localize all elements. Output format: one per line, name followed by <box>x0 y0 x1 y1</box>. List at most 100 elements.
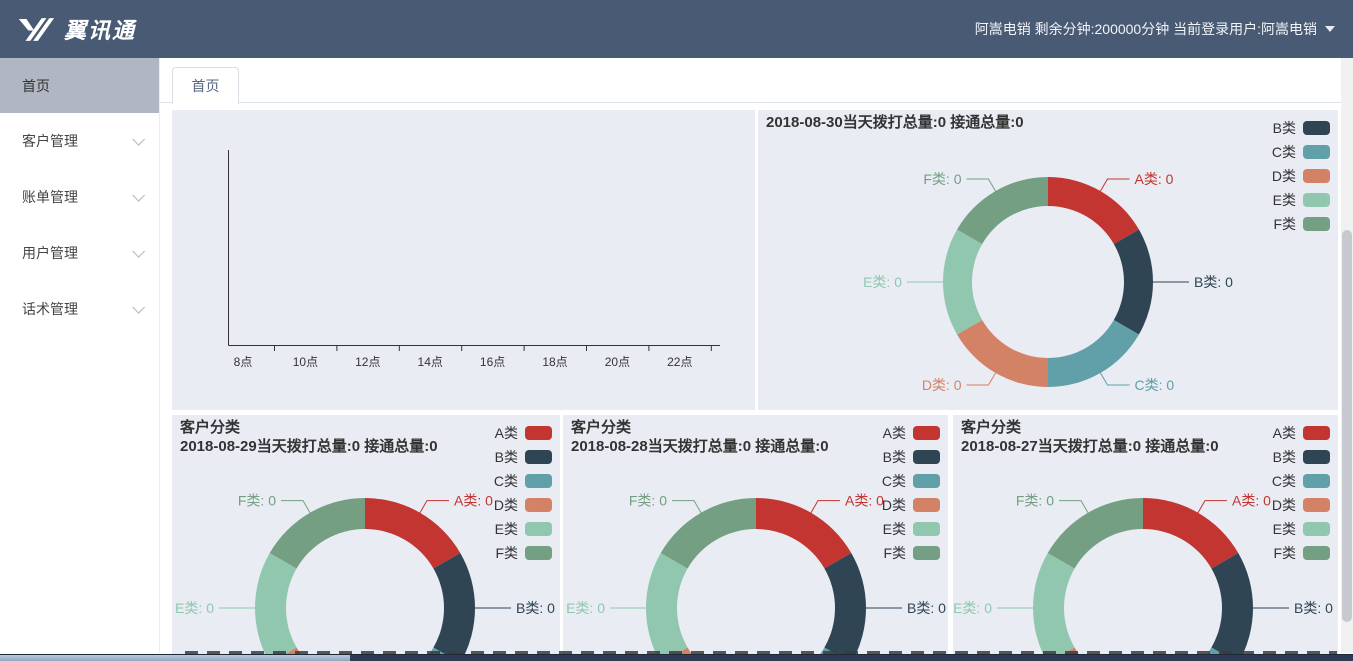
legend-item-F类[interactable]: F类 <box>494 541 552 565</box>
slice-label-B类: B类: 0 <box>1294 600 1333 616</box>
legend-item-C类[interactable]: C类 <box>494 469 552 493</box>
sidebar-item-script-mgmt[interactable]: 话术管理 <box>0 281 159 337</box>
donut-slice-A类[interactable] <box>365 498 461 569</box>
donut-chart[interactable]: A类: 0B类: 0C类: 0D类: 0E类: 0F类: 0 <box>563 415 948 654</box>
label-callout-line <box>1099 178 1130 193</box>
legend-label: E类 <box>494 521 518 537</box>
donut-slice-A类[interactable] <box>1048 177 1139 244</box>
legend-item-C类[interactable]: C类 <box>1272 140 1330 164</box>
legend-item-D类[interactable]: D类 <box>882 493 940 517</box>
legend-label: F类 <box>1273 545 1296 561</box>
chart-panel-2018-08-27[interactable]: 客户分类 2018-08-27当天拨打总量:0 接通总量:0 A类 B类 C类 D类 E类 F… <box>953 415 1338 654</box>
legend-label: A类 <box>494 425 518 441</box>
donut-chart[interactable]: A类: 0B类: 0C类: 0D类: 0E类: 0F类: 0 <box>172 415 560 654</box>
legend-item-B类[interactable]: B类 <box>1272 445 1330 469</box>
legend-marker <box>525 474 552 488</box>
legend-label: B类 <box>494 449 518 465</box>
donut-slice-E类[interactable] <box>645 553 688 654</box>
slice-label-E类: E类: 0 <box>175 600 214 616</box>
chart-legend: A类 B类 C类 D类 E类 F类 <box>882 421 940 565</box>
legend-item-A类[interactable]: A类 <box>494 421 552 445</box>
horizontal-scrollbar-thumb[interactable] <box>0 655 350 661</box>
slice-label-E类: E类: 0 <box>953 600 992 616</box>
legend-item-E类[interactable]: E类 <box>1272 188 1330 212</box>
chart-legend: B类 C类 D类 E类 F类 <box>1272 116 1330 236</box>
legend-marker <box>1303 121 1330 135</box>
hourly-line-chart[interactable]: 8点 10点 12点 14点 16点 18点 20点 22点 <box>172 110 755 410</box>
sidebar-item-label: 用户管理 <box>22 245 78 261</box>
donut-slice-B类[interactable] <box>1113 229 1153 335</box>
legend-marker <box>913 426 940 440</box>
donut-slice-F类[interactable] <box>660 498 756 569</box>
slice-label-A类: A类: 0 <box>1232 493 1271 509</box>
sidebar-item-user-mgmt[interactable]: 用户管理 <box>0 225 159 281</box>
label-callout-line <box>281 500 311 514</box>
sidebar-item-billing-mgmt[interactable]: 账单管理 <box>0 169 159 225</box>
slice-label-F类: F类: 0 <box>238 493 276 509</box>
slice-label-A类: A类: 0 <box>1135 171 1174 187</box>
chart-title-line: 2018-08-27当天拨打总量:0 接通总量:0 <box>961 438 1219 455</box>
legend-label: C类 <box>1271 473 1296 489</box>
sidebar-item-label: 账单管理 <box>22 189 78 205</box>
legend-item-C类[interactable]: C类 <box>1272 469 1330 493</box>
donut-slice-D类[interactable] <box>957 320 1048 387</box>
legend-label: B类 <box>882 449 906 465</box>
donut-slice-F类[interactable] <box>1047 498 1143 569</box>
chart-panel-2018-08-30[interactable]: 2018-08-30当天拨打总量:0 接通总量:0 B类 C类 D类 E类 F类 A类: 0… <box>758 110 1338 410</box>
sidebar-item-label: 话术管理 <box>22 301 78 317</box>
vertical-scrollbar[interactable] <box>1341 58 1353 653</box>
x-axis-label: 22点 <box>667 355 692 369</box>
legend-item-B类[interactable]: B类 <box>1272 116 1330 140</box>
donut-chart[interactable]: A类: 0B类: 0C类: 0D类: 0E类: 0F类: 0 <box>758 110 1338 410</box>
legend-label: F类 <box>495 545 518 561</box>
donut-slice-B类[interactable] <box>824 553 867 654</box>
legend-item-D类[interactable]: D类 <box>1272 164 1330 188</box>
x-axis-label: 18点 <box>542 355 567 369</box>
horizontal-scrollbar[interactable] <box>0 654 1353 661</box>
donut-slice-A类[interactable] <box>756 498 852 569</box>
legend-item-F类[interactable]: F类 <box>1272 541 1330 565</box>
chart-legend: A类 B类 C类 D类 E类 F类 <box>1272 421 1330 565</box>
legend-item-D类[interactable]: D类 <box>494 493 552 517</box>
legend-marker <box>913 546 940 560</box>
sidebar-item-label: 首页 <box>22 77 50 94</box>
sidebar-item-home[interactable]: 首页 <box>0 58 159 113</box>
donut-slice-A类[interactable] <box>1143 498 1239 569</box>
legend-item-C类[interactable]: C类 <box>882 469 940 493</box>
chart-panel-2018-08-29[interactable]: 客户分类 2018-08-29当天拨打总量:0 接通总量:0 A类 B类 C类 D类 E类 F… <box>172 415 560 654</box>
legend-label: A类 <box>1272 425 1296 441</box>
legend-item-A类[interactable]: A类 <box>882 421 940 445</box>
account-info[interactable]: 阿嵩电销 剩余分钟:200000分钟 当前登录用户:阿嵩电销 <box>975 19 1353 39</box>
legend-item-B类[interactable]: B类 <box>494 445 552 469</box>
legend-item-B类[interactable]: B类 <box>882 445 940 469</box>
chart-panel-2018-08-28[interactable]: 客户分类 2018-08-28当天拨打总量:0 接通总量:0 A类 B类 C类 D类 E类 F… <box>563 415 948 654</box>
chart-panel-hourly-calls[interactable]: 8点 10点 12点 14点 16点 18点 20点 22点 <box>172 110 755 410</box>
donut-slice-B类[interactable] <box>1211 553 1254 654</box>
donut-slice-E类[interactable] <box>1032 553 1075 654</box>
legend-label: E类 <box>1272 192 1296 208</box>
donut-slice-E类[interactable] <box>943 229 983 335</box>
donut-slice-F类[interactable] <box>269 498 365 569</box>
chart-title-line: 客户分类 <box>571 419 632 436</box>
legend-item-F类[interactable]: F类 <box>882 541 940 565</box>
legend-item-D类[interactable]: D类 <box>1272 493 1330 517</box>
slice-label-F类: F类: 0 <box>923 171 961 187</box>
vertical-scrollbar-thumb[interactable] <box>1342 230 1352 622</box>
sidebar-item-customer-mgmt[interactable]: 客户管理 <box>0 113 159 169</box>
donut-slice-E类[interactable] <box>254 553 297 654</box>
legend-item-A类[interactable]: A类 <box>1272 421 1330 445</box>
x-axis-label: 14点 <box>418 355 443 369</box>
legend-label: A类 <box>882 425 906 441</box>
legend-item-E类[interactable]: E类 <box>494 517 552 541</box>
donut-slice-B类[interactable] <box>433 553 476 654</box>
tab-home[interactable]: 首页 <box>172 67 239 104</box>
legend-marker <box>525 498 552 512</box>
donut-chart[interactable]: A类: 0B类: 0C类: 0D类: 0E类: 0F类: 0 <box>953 415 1338 654</box>
donut-slice-C类[interactable] <box>1048 320 1139 387</box>
legend-item-E类[interactable]: E类 <box>1272 517 1330 541</box>
chart-title-line: 2018-08-30当天拨打总量:0 接通总量:0 <box>766 114 1024 131</box>
legend-item-F类[interactable]: F类 <box>1272 212 1330 236</box>
donut-slice-F类[interactable] <box>957 177 1048 244</box>
legend-item-E类[interactable]: E类 <box>882 517 940 541</box>
x-axis-label: 16点 <box>480 355 505 369</box>
